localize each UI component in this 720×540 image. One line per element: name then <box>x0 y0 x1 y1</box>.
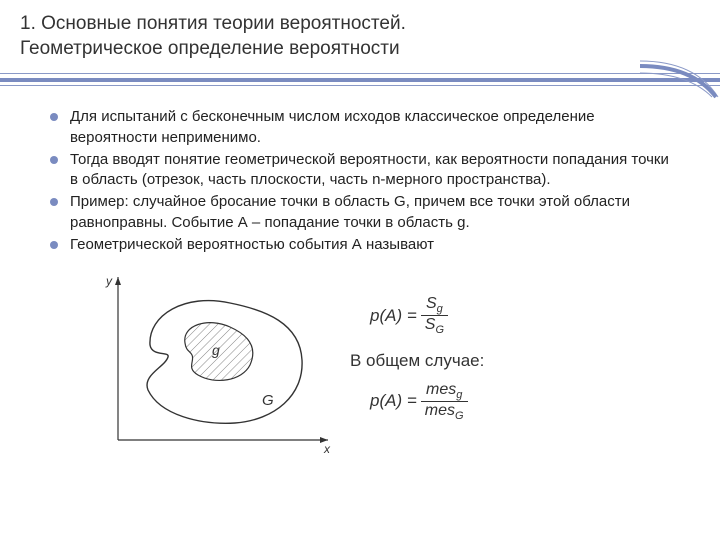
formula-2: p(A) = mesg mesG <box>370 381 484 422</box>
fraction-1: Sg SG <box>421 295 448 336</box>
formula-block: p(A) = Sg SG В общем случае: p(A) = mesg… <box>340 265 484 436</box>
x-axis-label: x <box>323 442 331 456</box>
slide-header: 1. Основные понятия теории вероятностей.… <box>0 0 720 69</box>
formula-1-lhs: p(A) = <box>370 306 417 326</box>
bullet-list: Для испытаний с бесконечным числом исход… <box>50 107 680 255</box>
fraction-2: mesg mesG <box>421 381 468 422</box>
title-line-2: Геометрическое определение вероятности <box>20 38 400 59</box>
divider <box>0 73 720 89</box>
title-line-1: 1. Основные понятия теории вероятностей. <box>20 13 406 34</box>
corner-arc-icon <box>640 55 720 99</box>
list-item: Геометрической вероятностью события А на… <box>50 235 680 255</box>
list-item: Пример: случайное бросание точки в облас… <box>50 192 680 233</box>
outer-label: G <box>262 392 274 409</box>
general-case-label: В общем случае: <box>350 351 484 371</box>
list-item: Для испытаний с бесконечным числом исход… <box>50 107 680 148</box>
geometry-diagram: y x g G <box>90 265 340 465</box>
inner-label: g <box>212 342 220 358</box>
formula-2-lhs: p(A) = <box>370 391 417 411</box>
list-item: Тогда вводят понятие геометрической веро… <box>50 150 680 191</box>
y-axis-label: y <box>105 274 113 288</box>
figure-row: y x g G p(A) = Sg SG В общем случае: p(A… <box>50 265 680 465</box>
slide-content: Для испытаний с бесконечным числом исход… <box>0 89 720 475</box>
slide-title: 1. Основные понятия теории вероятностей.… <box>20 12 700 61</box>
formula-1: p(A) = Sg SG <box>370 295 484 336</box>
